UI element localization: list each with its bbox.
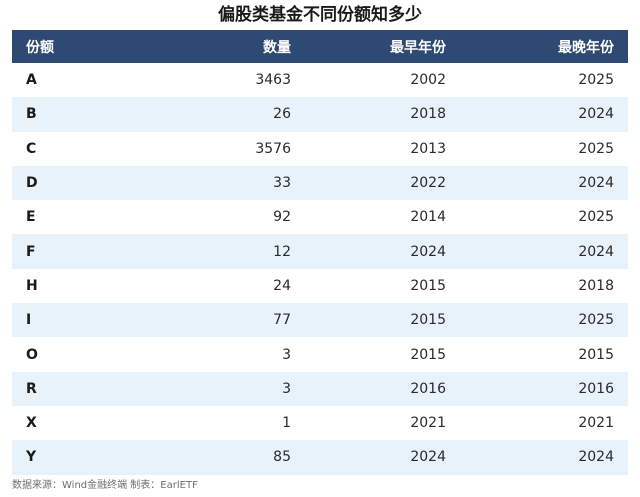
cell-share-class: R (26, 380, 37, 397)
cell-earliest-year: 2015 (410, 346, 446, 363)
cell-earliest-year: 2015 (410, 277, 446, 294)
cell-share-class: O (26, 346, 38, 363)
cell-count: 12 (273, 243, 291, 260)
column-header-count: 数量 (263, 39, 291, 56)
table-row: D 33 2022 2024 (12, 165, 628, 201)
table-row: B 26 2018 2024 (12, 97, 628, 132)
cell-latest-year: 2024 (578, 175, 614, 192)
table-row: E 92 2014 2025 (12, 200, 628, 234)
cell-count: 3576 (255, 140, 291, 157)
cell-latest-year: 2025 (578, 312, 614, 329)
cell-share-class: I (26, 312, 32, 329)
table-row: I 77 2015 2025 (12, 303, 628, 338)
cell-count: 92 (273, 209, 291, 226)
cell-latest-year: 2016 (578, 380, 614, 397)
cell-earliest-year: 2002 (410, 72, 446, 89)
column-header-share-class: 份额 (26, 39, 54, 56)
cell-count: 24 (273, 277, 291, 294)
cell-latest-year: 2025 (578, 140, 614, 157)
cell-earliest-year: 2022 (410, 175, 446, 192)
cell-count: 26 (273, 106, 291, 123)
cell-share-class: Y (26, 449, 37, 466)
table-header-row: 份额 数量 最早年份 最晚年份 (12, 30, 628, 63)
cell-share-class: C (26, 140, 37, 157)
cell-latest-year: 2025 (578, 209, 614, 226)
source-note: 数据来源：Wind金融终端 制表：EarlETF (12, 480, 198, 491)
cell-share-class: D (26, 175, 38, 192)
cell-latest-year: 2024 (578, 449, 614, 466)
cell-earliest-year: 2013 (410, 140, 446, 157)
cell-earliest-year: 2014 (410, 209, 446, 226)
cell-latest-year: 2025 (578, 72, 614, 89)
cell-count: 33 (273, 175, 291, 192)
table-row: A 3463 2002 2025 (12, 63, 628, 97)
cell-latest-year: 2015 (578, 346, 614, 363)
cell-share-class: F (26, 243, 36, 260)
cell-count: 1 (282, 415, 291, 432)
column-header-latest-year: 最晚年份 (558, 39, 614, 56)
table-row: C 3576 2013 2025 (12, 132, 628, 166)
cell-earliest-year: 2016 (410, 380, 446, 397)
table-row: F 12 2024 2024 (12, 234, 628, 269)
table-body: A 3463 2002 2025 B 26 2018 2024 C 3576 2013 2025 D 33… (12, 63, 628, 475)
table-row: O 3 2015 2015 (12, 337, 628, 371)
chart-title: 偏股类基金不同份额知多少 (218, 5, 422, 25)
fund-share-table: 份额 数量 最早年份 最晚年份 A 3463 2002 2025 B 26 2018 2024… (12, 30, 628, 475)
table-row: R 3 2016 2016 (12, 371, 628, 406)
cell-earliest-year: 2024 (410, 449, 446, 466)
cell-count: 3 (282, 346, 291, 363)
cell-earliest-year: 2018 (410, 106, 446, 123)
cell-latest-year: 2024 (578, 243, 614, 260)
cell-share-class: B (26, 106, 37, 123)
cell-count: 85 (273, 449, 291, 466)
cell-share-class: A (26, 72, 37, 89)
cell-latest-year: 2018 (578, 277, 614, 294)
cell-latest-year: 2021 (578, 415, 614, 432)
cell-share-class: H (26, 277, 38, 294)
column-header-earliest-year: 最早年份 (390, 39, 446, 56)
cell-latest-year: 2024 (578, 106, 614, 123)
table-row: H 24 2015 2018 (12, 269, 628, 303)
cell-share-class: E (26, 209, 36, 226)
cell-earliest-year: 2024 (410, 243, 446, 260)
cell-earliest-year: 2021 (410, 415, 446, 432)
cell-count: 3 (282, 380, 291, 397)
cell-count: 77 (273, 312, 291, 329)
cell-earliest-year: 2015 (410, 312, 446, 329)
table-row: X 1 2021 2021 (12, 406, 628, 440)
cell-count: 3463 (255, 72, 291, 89)
cell-share-class: X (26, 415, 37, 432)
table-row: Y 85 2024 2024 (12, 440, 628, 475)
